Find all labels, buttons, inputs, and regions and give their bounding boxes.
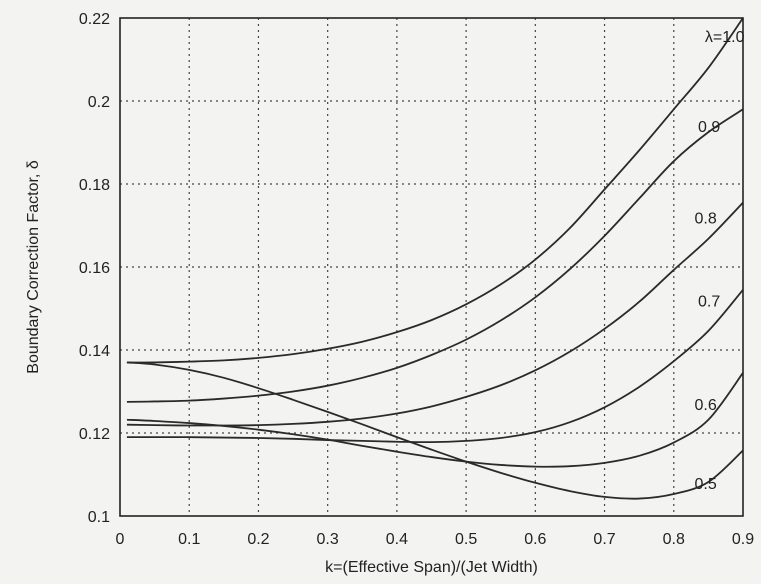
series-line: [126, 361, 744, 500]
y-tick-label: 0.22: [79, 11, 110, 28]
series-line: [126, 17, 744, 364]
x-axis-label: k=(Effective Span)/(Jet Width): [325, 559, 538, 576]
x-tick-label: 0.1: [178, 531, 200, 548]
series-label: 0.8: [695, 210, 717, 227]
x-tick-label: 0.8: [663, 531, 685, 548]
plot-frame: [119, 17, 744, 517]
y-tick-label: 0.1: [88, 509, 110, 526]
y-tick-labels: 0.1 0.12 0.14 0.16 0.18 0.2 0.22: [79, 11, 110, 526]
y-tick-label: 0.14: [79, 343, 110, 360]
x-tick-label: 0.5: [455, 531, 477, 548]
x-tick-labels: 0 0.1 0.2 0.3 0.4 0.5 0.6 0.7 0.8 0.9: [116, 531, 755, 548]
series-labels: λ=1.0 0.9 0.8 0.7 0.6 0.5: [695, 29, 745, 493]
series-line: [126, 372, 744, 468]
x-tick-label: 0.9: [732, 531, 754, 548]
series-label: 0.5: [695, 476, 717, 493]
series-line: [126, 108, 744, 403]
x-tick-label: 0.2: [247, 531, 269, 548]
series-label: 0.9: [698, 119, 720, 136]
series-curves: [126, 17, 744, 500]
x-tick-label: 0.6: [524, 531, 546, 548]
series-label: 0.7: [698, 293, 720, 310]
y-tick-label: 0.16: [79, 260, 110, 277]
series-line: [126, 202, 744, 427]
x-tick-label: 0.4: [386, 531, 408, 548]
y-tick-label: 0.12: [79, 426, 110, 443]
y-axis-label: Boundary Correction Factor, δ: [25, 160, 42, 374]
series-line: [126, 289, 744, 444]
series-label: 0.6: [695, 397, 717, 414]
x-tick-label: 0: [116, 531, 125, 548]
y-tick-label: 0.18: [79, 177, 110, 194]
series-label: λ=1.0: [705, 29, 745, 46]
x-tick-label: 0.3: [317, 531, 339, 548]
x-tick-label: 0.7: [593, 531, 615, 548]
y-tick-label: 0.2: [88, 94, 110, 111]
